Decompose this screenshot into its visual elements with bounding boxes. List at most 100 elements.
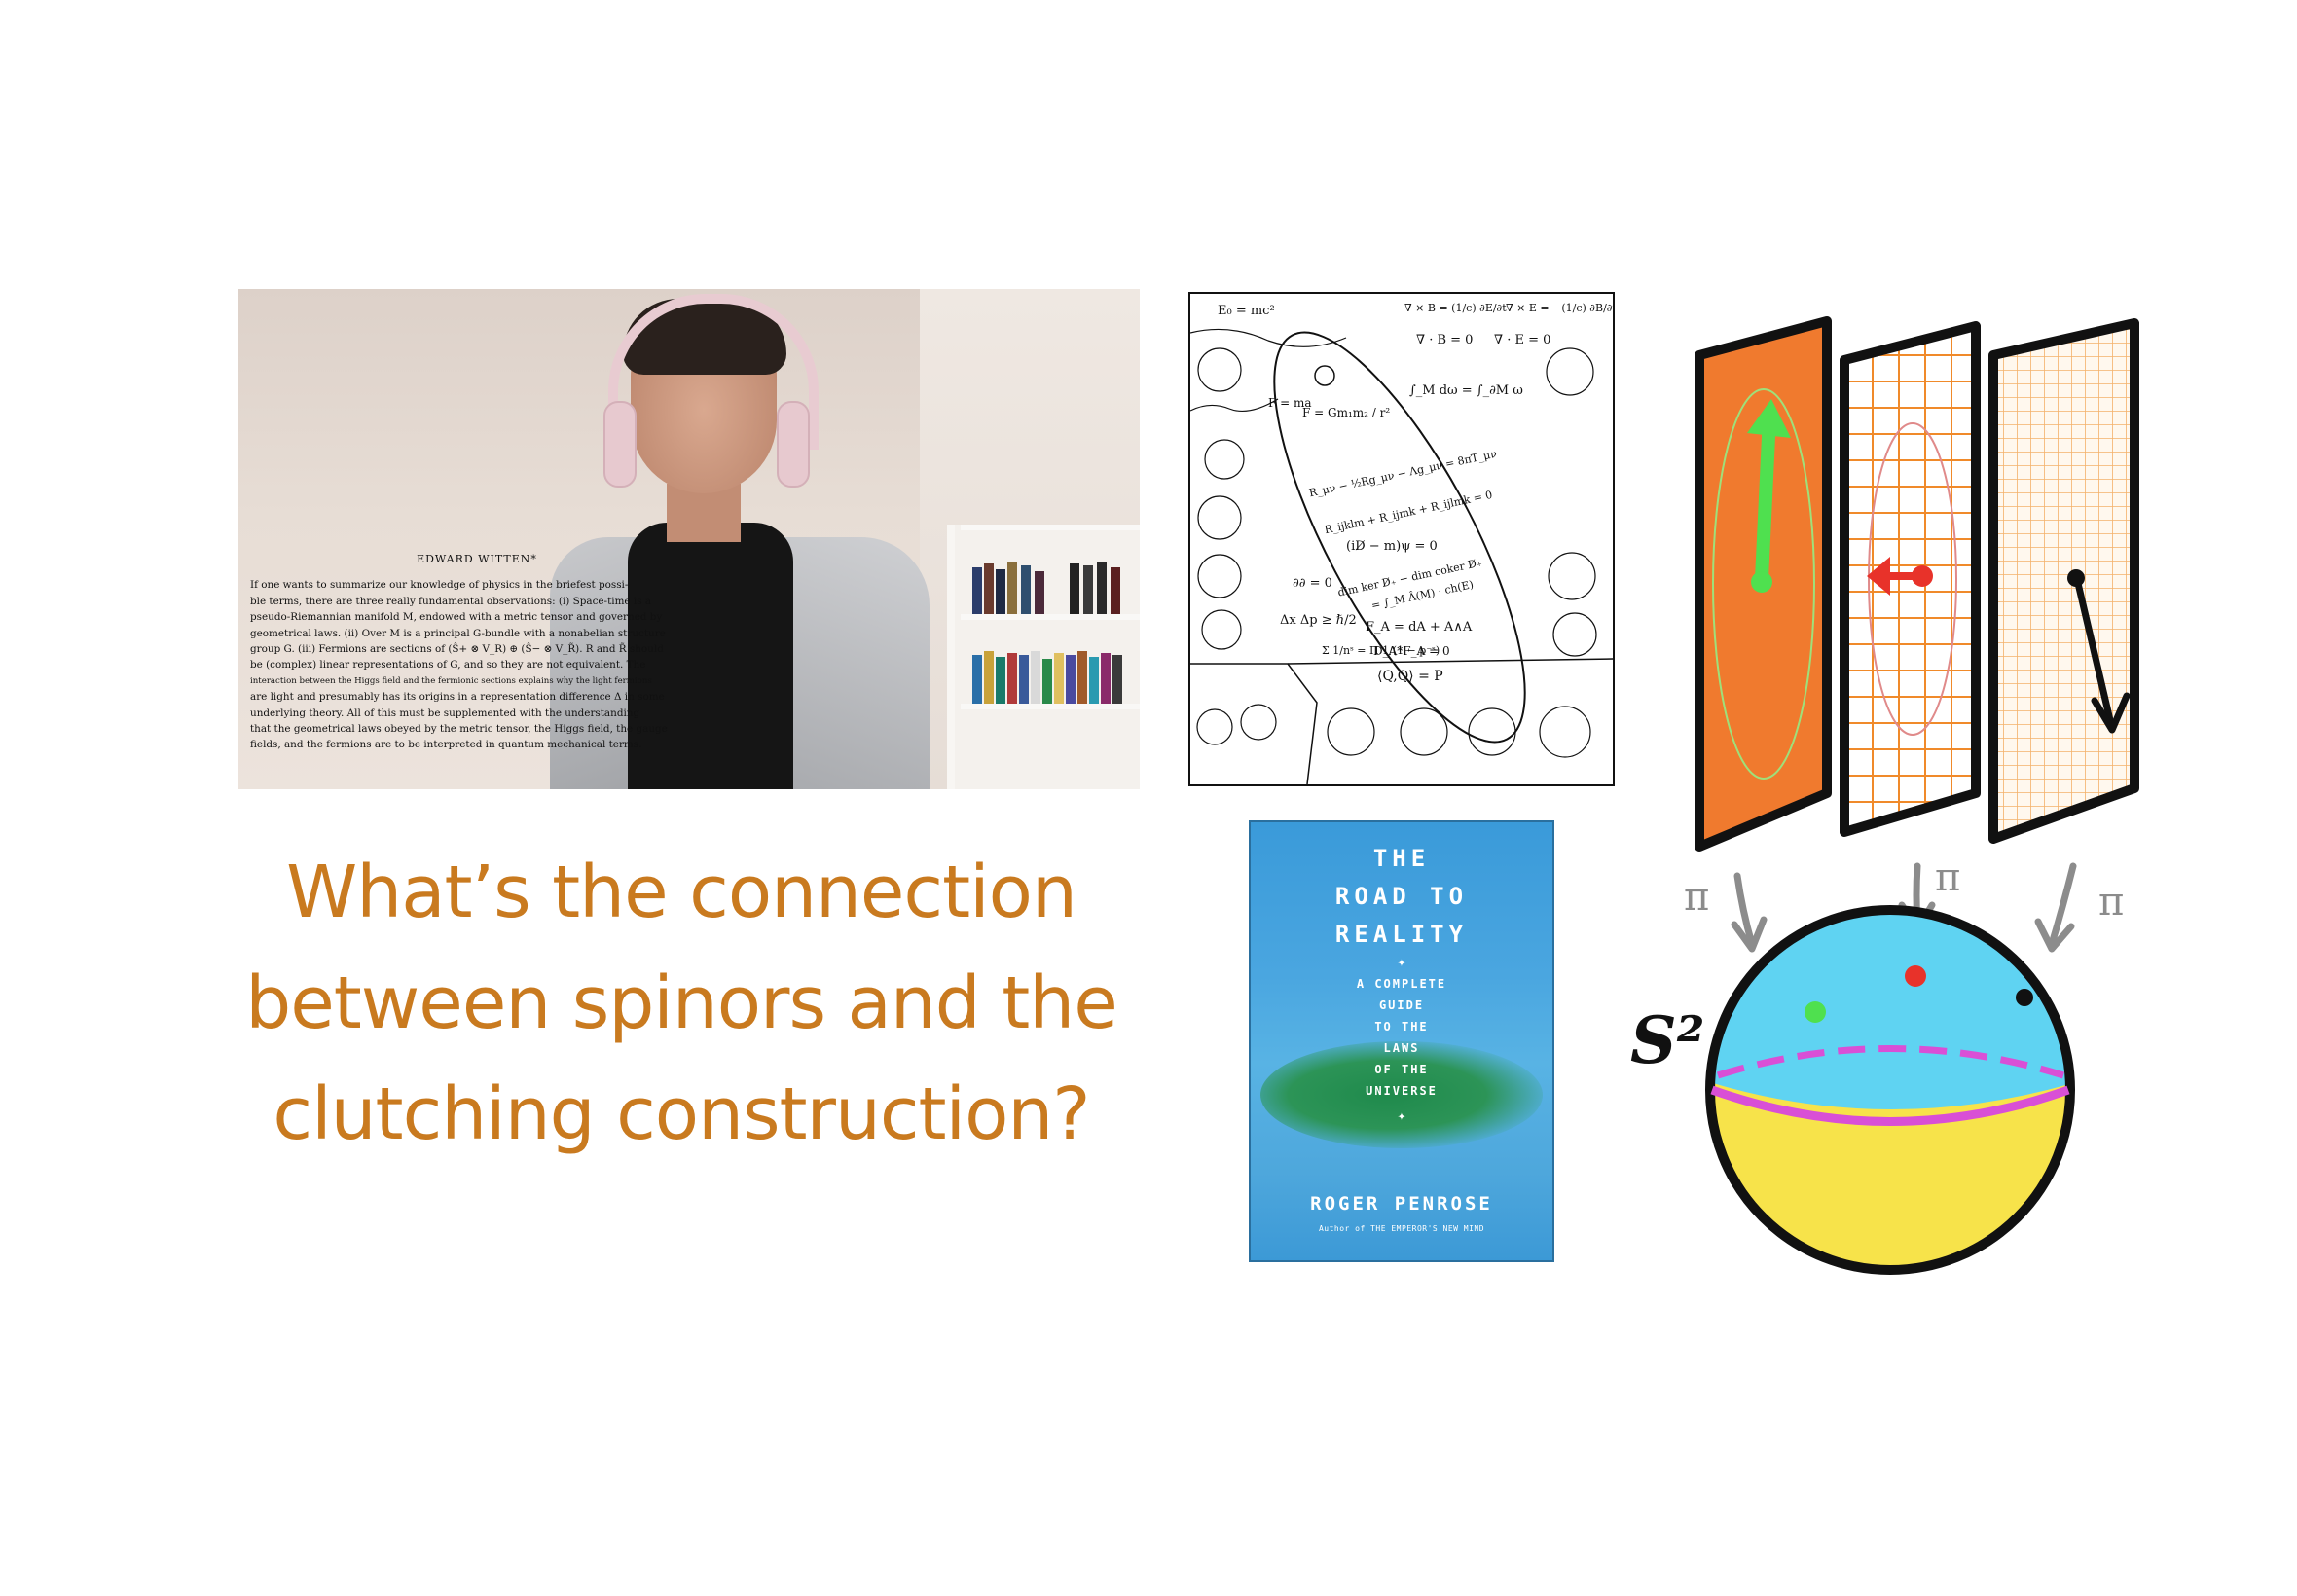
book-spine	[972, 567, 982, 614]
book-subtitle-line: GUIDE	[1378, 998, 1425, 1012]
book-title-line: THE	[1372, 845, 1431, 872]
book-subtitle-line: LAWS	[1383, 1041, 1420, 1055]
equation: ∂∂ = 0	[1293, 576, 1332, 591]
wavy-line	[1190, 328, 1347, 347]
diagram-circle	[1197, 347, 1242, 392]
headline-line: between spinors and the	[245, 961, 1117, 1045]
book-spine	[1007, 653, 1017, 704]
equation-sheet-drawing	[1190, 328, 1613, 784]
pi-arrowhead	[2034, 918, 2075, 953]
black-arrowhead	[2091, 692, 2131, 734]
diagram-circle	[1196, 708, 1233, 745]
shelf-books-row	[972, 560, 1138, 614]
quote-line: be (complex) linear representations of G…	[250, 659, 646, 671]
equation: Δx Δp ≥ ℏ/2	[1280, 613, 1357, 628]
red-point	[1905, 965, 1926, 987]
headphone-right	[777, 401, 810, 488]
shelf-books-row	[972, 649, 1138, 704]
book-spine	[1101, 653, 1111, 704]
diagram-circle	[1539, 706, 1591, 758]
bookshelf	[947, 525, 1140, 789]
clutching-illustration: π π π S²	[1630, 302, 2161, 1294]
sphere-fill	[1710, 910, 2070, 1270]
book-subtitle-line: UNIVERSE	[1366, 1084, 1438, 1098]
equation: ∇ · E = 0	[1494, 333, 1551, 347]
diagram-circle	[1548, 552, 1596, 600]
quote-line: geometrical laws. (ii) Over M is a princ…	[250, 627, 666, 639]
pi-label: π	[1684, 875, 1709, 920]
headline-line: clutching construction?	[273, 1072, 1090, 1156]
book-spine	[1070, 563, 1079, 614]
diagram-circle	[1197, 554, 1242, 598]
shelf-board	[961, 704, 1140, 709]
green-point	[1805, 1001, 1826, 1023]
equation: (iD̸ − m)ψ = 0	[1346, 539, 1438, 554]
shirt	[628, 523, 793, 789]
pi-label: π	[1935, 855, 1960, 900]
book-spine	[972, 655, 982, 704]
headphone-band	[608, 294, 819, 450]
book-title-line: REALITY	[1334, 921, 1469, 948]
equation: ∇ · B = 0	[1416, 333, 1474, 347]
book-title-line: ROAD TO	[1334, 883, 1469, 910]
book-spine	[996, 657, 1005, 704]
book-subtitle-line: A COMPLETE	[1356, 977, 1447, 991]
quote-line: ble terms, there are three really fundam…	[250, 595, 652, 607]
sphere-outline	[1705, 905, 2075, 1275]
equator-back	[1716, 1045, 2065, 1079]
diagram-circle	[1552, 612, 1597, 657]
pi-arrow	[2048, 862, 2077, 948]
equator-front	[1710, 1085, 2070, 1126]
book-spine	[996, 569, 1005, 614]
diagram-circle	[1327, 707, 1375, 756]
equation: ∇ × E = −(1/c) ∂B/∂t	[1506, 302, 1615, 314]
book-spine	[1035, 571, 1044, 614]
book-spine	[1007, 562, 1017, 614]
headphone-left	[603, 401, 637, 488]
cover-blob	[1260, 1041, 1543, 1148]
equation: ∇ × B = (1/c) ∂E/∂t	[1404, 302, 1507, 314]
witten-quote: EDWARD WITTEN* If one wants to summarize…	[238, 552, 676, 753]
central-ellipse	[1273, 331, 1526, 744]
diamond-ornament: ✦	[1397, 955, 1406, 970]
book-subtitle: A COMPLETE GUIDE TO THE LAWS OF THE UNIV…	[1251, 973, 1552, 1102]
equation: F_A = dA + A∧A	[1366, 620, 1473, 635]
fibre-ellipse	[1712, 388, 1815, 780]
green-arrowhead	[1747, 399, 1791, 438]
black-arrow	[2073, 575, 2114, 724]
diagram-circle	[1197, 495, 1242, 540]
book-spine	[1042, 659, 1052, 704]
black-point	[2016, 989, 2033, 1006]
equation: Σ 1/nˢ = Π 1/(1 − p⁻ˢ)	[1322, 644, 1440, 657]
book-spine	[1097, 562, 1107, 614]
book-subtitle-line: TO THE	[1374, 1020, 1429, 1034]
book-spine	[1019, 655, 1029, 704]
equation: ∫_M dω = ∫_∂M ω	[1409, 383, 1523, 398]
book-author: ROGER PENROSE	[1310, 1193, 1493, 1215]
diagram-circle	[1204, 439, 1245, 480]
black-dot	[2067, 569, 2085, 587]
equation: F = ma	[1268, 396, 1312, 410]
quote-line: interaction between the Higgs field and …	[250, 675, 652, 686]
quote-line: group G. (iii) Fermions are sections of …	[250, 643, 664, 656]
road-to-reality-book: THE ROAD TO REALITY ✦ A COMPLETE GUIDE T…	[1249, 820, 1554, 1262]
book-spine	[1021, 565, 1031, 614]
equation: F = Gm₁m₂ / r²	[1302, 406, 1391, 419]
book-title: THE ROAD TO REALITY	[1251, 822, 1552, 954]
book-spine	[1089, 657, 1099, 704]
book-spine	[984, 651, 994, 704]
diagram-circle	[1400, 707, 1448, 756]
presenter-photo: EDWARD WITTEN* If one wants to summarize…	[238, 289, 1140, 789]
equation: E₀ = mc²	[1218, 304, 1275, 318]
quote-author: EDWARD WITTEN*	[417, 553, 537, 565]
equation: D_A*F_A = 0	[1373, 644, 1450, 658]
diagram-circle	[1546, 347, 1594, 396]
book-spine	[1083, 565, 1093, 614]
headline: What’s the connection between spinors an…	[195, 837, 1168, 1170]
equation: ⟨Q,Q⟩ = P	[1377, 669, 1443, 684]
shelf-board	[961, 525, 1140, 530]
diagram-circle	[1314, 365, 1335, 386]
diagram-circle	[1201, 609, 1242, 650]
fibre-panel-fine-grid	[1988, 318, 2139, 844]
diagram-circle	[1240, 704, 1277, 741]
